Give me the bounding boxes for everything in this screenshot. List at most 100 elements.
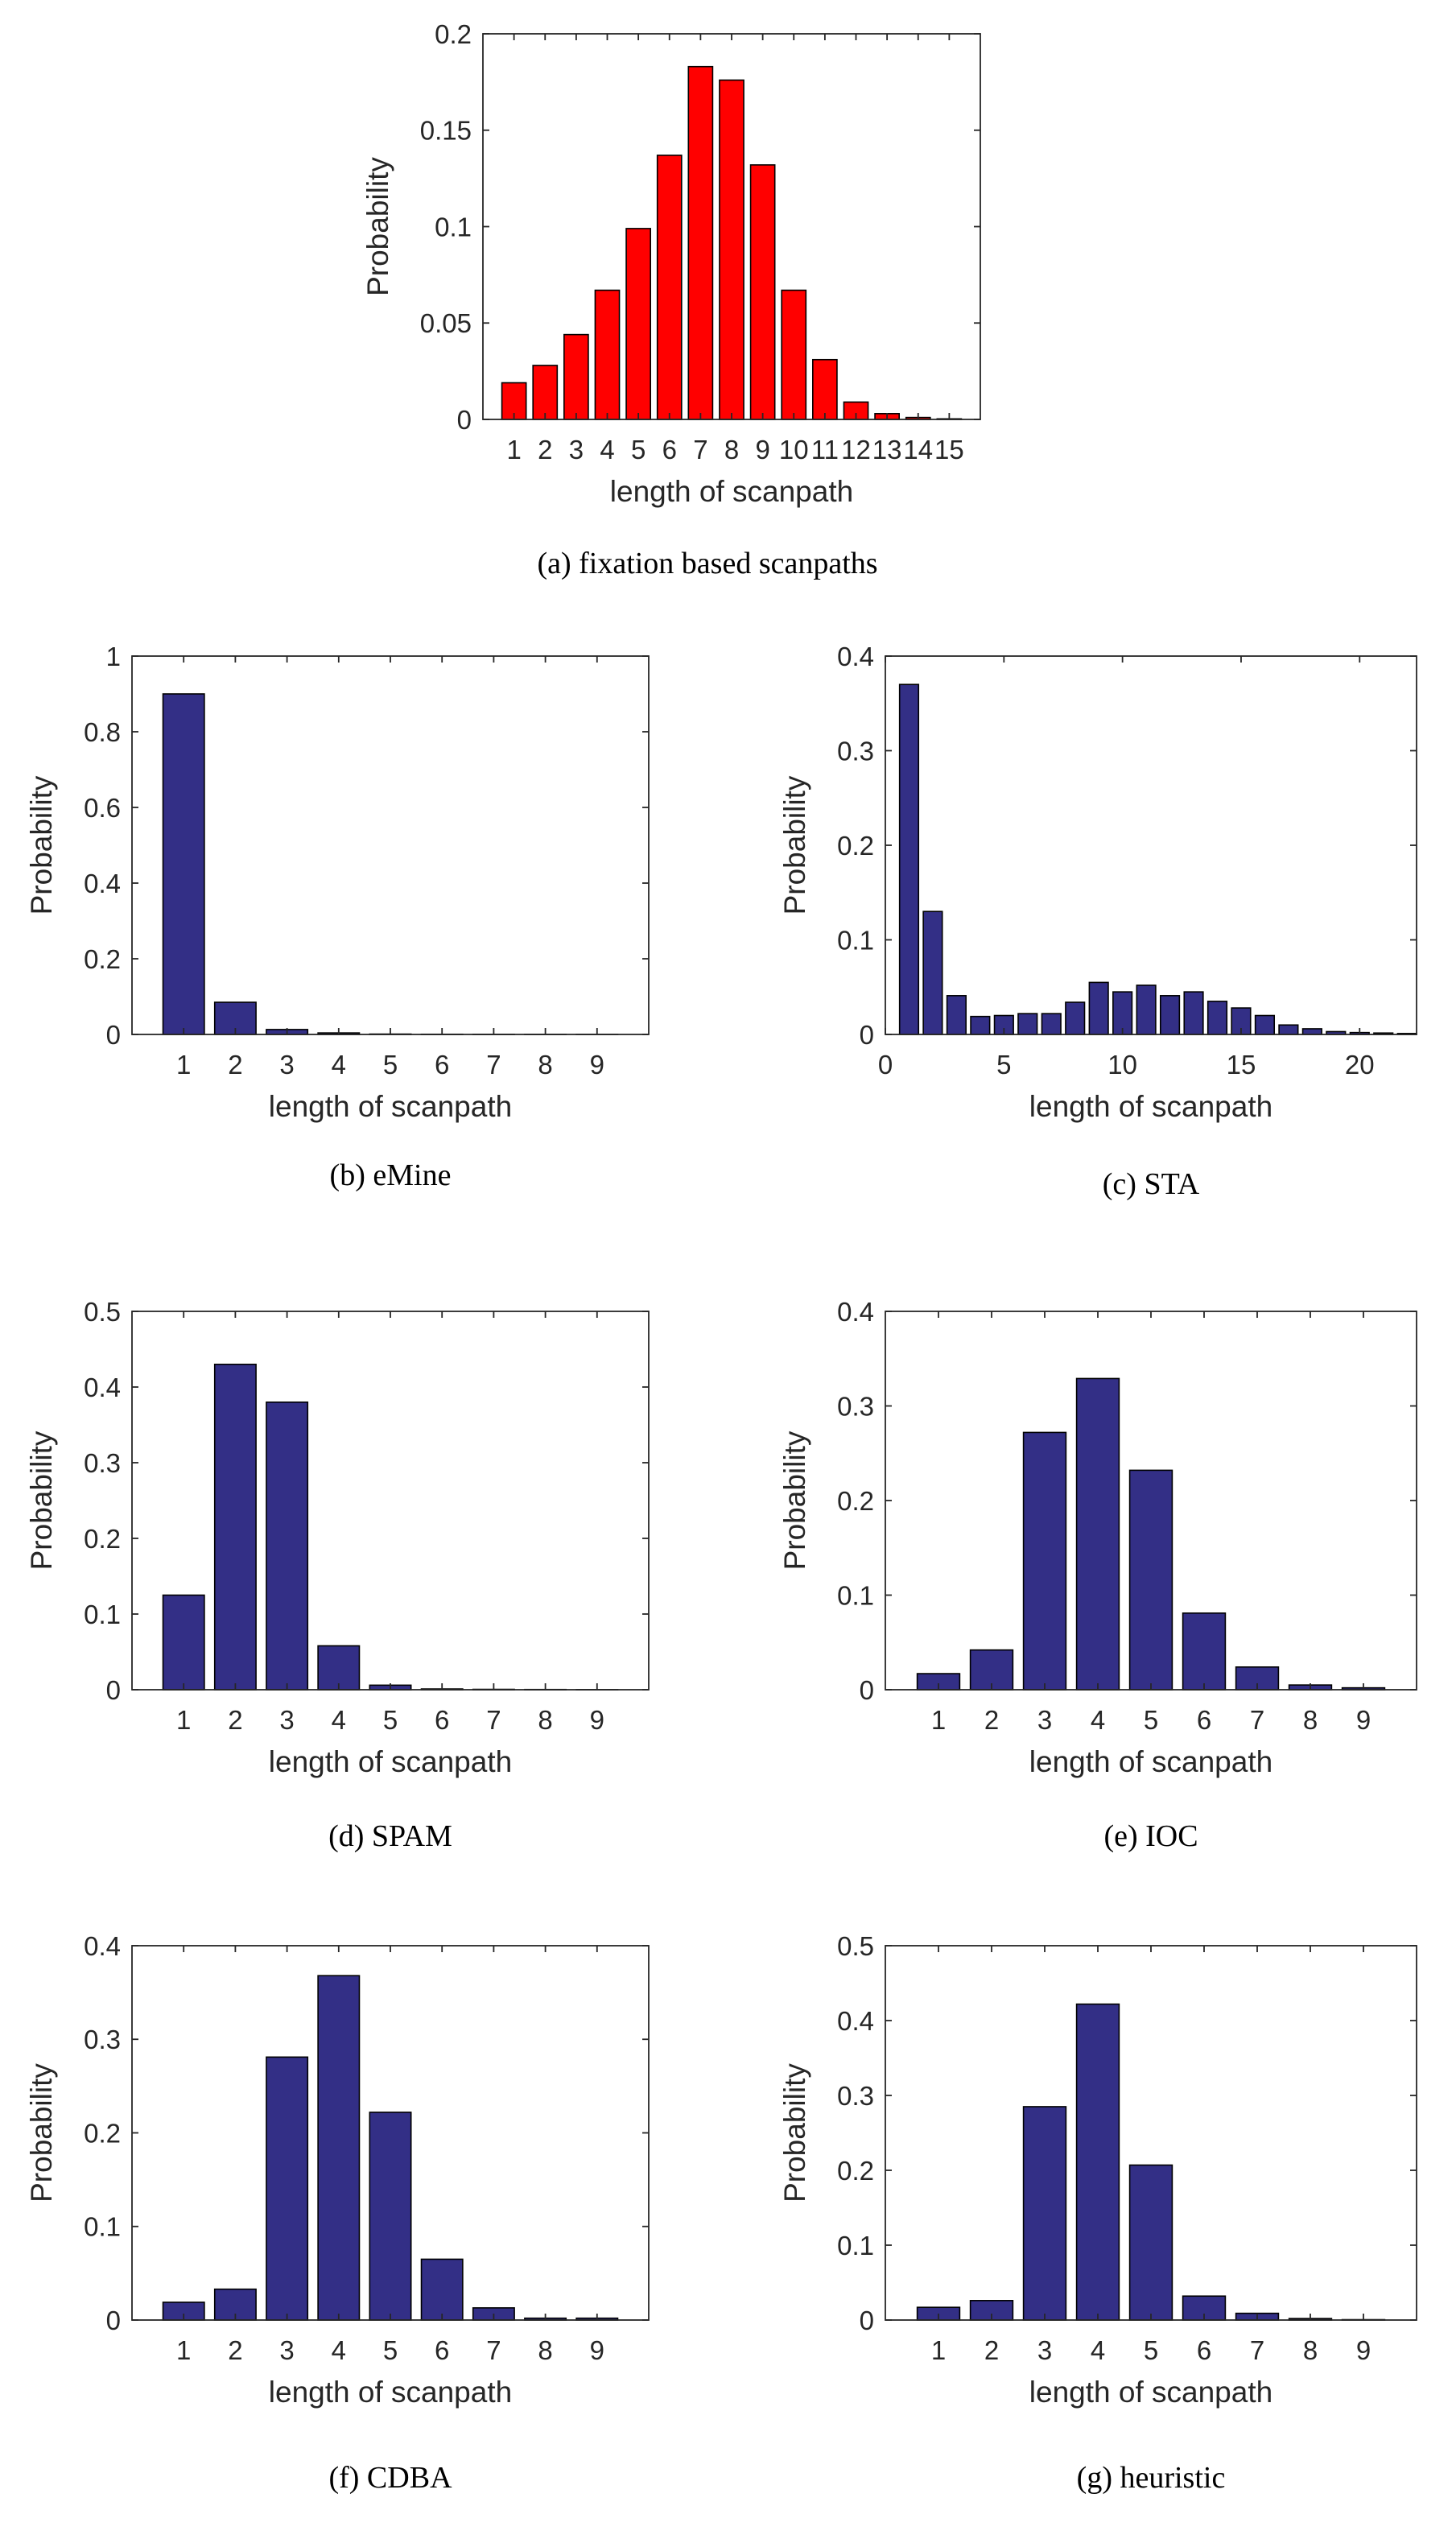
y-tick-label-e: 0.1 (837, 1580, 874, 1610)
x-tick-label-d: 1 (176, 1705, 191, 1735)
x-tick-label-a: 9 (755, 435, 769, 464)
x-tick-label-c: 15 (1227, 1050, 1256, 1080)
x-tick-label-e: 4 (1091, 1705, 1105, 1735)
x-tick-label-a: 1 (506, 435, 521, 464)
x-tick-label-f: 6 (435, 2335, 449, 2365)
bar-c-18 (1301, 1028, 1322, 1035)
y-tick-label-b: 0 (106, 1020, 121, 1050)
bar-g-3 (1022, 2106, 1067, 2321)
bar-f-6 (420, 2258, 464, 2321)
bar-a-5 (625, 228, 651, 420)
x-tick-label-f: 5 (383, 2335, 398, 2365)
y-tick-label-g: 0.4 (837, 2006, 874, 2036)
x-tick-label-d: 5 (383, 1705, 398, 1735)
bar-a-9 (749, 164, 776, 420)
x-tick-label-g: 6 (1197, 2335, 1211, 2365)
y-tick-label-c: 0.1 (837, 925, 874, 955)
y-tick-label-b: 0.8 (84, 717, 121, 747)
x-tick-label-a: 2 (538, 435, 552, 464)
bar-e-4 (1075, 1377, 1120, 1691)
x-tick-label-g: 1 (931, 2335, 946, 2365)
x-tick-label-b: 8 (538, 1050, 552, 1080)
chart-panel-b: 0 0.2 0.4 0.6 0.8 1 1 2 3 4 5 6 7 8 9 length of scanpat… (25, 642, 650, 1192)
y-tick-label-g: 0.2 (837, 2156, 874, 2186)
x-tick-label-d: 4 (332, 1705, 346, 1735)
y-tick-label-e: 0.3 (837, 1391, 874, 1421)
x-tick-label-g: 4 (1091, 2335, 1105, 2365)
y-tick-label-g: 0.5 (837, 1931, 874, 1961)
x-tick-label-a: 11 (811, 435, 839, 464)
y-tick-label-c: 0.4 (837, 642, 874, 671)
bar-d-2 (213, 1364, 257, 1691)
y-tick-label-e: 0.2 (837, 1486, 874, 1516)
x-tick-label-c: 0 (878, 1050, 893, 1080)
chart-panel-a: 00.050.10.150.21 2 3 4 5 6 7 8 9 10 11 12 13 14 15leng… (361, 19, 981, 580)
x-axis-label-e: length of scanpath (1029, 1745, 1272, 1778)
bar-e-3 (1022, 1431, 1067, 1691)
bar-c-12 (1159, 995, 1181, 1035)
bar-c-6 (1017, 1013, 1038, 1035)
y-tick-label-f: 0 (106, 2306, 121, 2335)
y-tick-label-f: 0.3 (84, 2025, 121, 2054)
y-tick-label-g: 0.3 (837, 2081, 874, 2111)
bar-c-1 (898, 683, 920, 1035)
x-tick-label-b: 9 (590, 1050, 604, 1080)
bar-e-5 (1128, 1469, 1173, 1691)
x-tick-label-d: 2 (228, 1705, 242, 1735)
x-tick-label-e: 8 (1303, 1705, 1318, 1735)
x-tick-label-f: 4 (332, 2335, 346, 2365)
bar-a-11 (812, 358, 838, 420)
x-tick-label-a: 8 (724, 435, 739, 464)
y-axis-label-d: Probability (25, 1431, 58, 1570)
bar-a-7 (687, 65, 714, 420)
x-tick-label-a: 12 (841, 435, 871, 464)
x-tick-label-f: 7 (486, 2335, 501, 2365)
x-tick-label-a: 6 (662, 435, 677, 464)
x-tick-label-c: 10 (1107, 1050, 1137, 1080)
x-tick-label-a: 10 (779, 435, 809, 464)
chart-panel-d: 0 0.1 0.2 0.3 0.4 0.5 1 2 3 4 5 6 7 8 9 length of scanp… (25, 1297, 650, 1853)
bar-c-2 (922, 910, 943, 1035)
plot-frame-d (131, 1311, 650, 1691)
x-tick-label-a: 4 (600, 435, 614, 464)
bar-f-3 (266, 2056, 309, 2321)
y-tick-label-c: 0.3 (837, 736, 874, 766)
x-tick-label-e: 3 (1037, 1705, 1052, 1735)
x-tick-label-d: 3 (279, 1705, 294, 1735)
plot-frame-b (131, 655, 650, 1035)
bar-c-3 (946, 995, 967, 1035)
chart-panel-g: 0 0.1 0.2 0.3 0.4 0.5 1 2 3 4 5 6 7 8 9 length of scanp… (778, 1931, 1417, 2495)
bar-a-2 (532, 365, 559, 420)
y-tick-label-b: 0.2 (84, 944, 121, 974)
y-tick-label-d: 0 (106, 1675, 121, 1705)
y-axis-label-g: Probability (778, 2063, 811, 2203)
bar-e-2 (969, 1649, 1014, 1691)
bar-c-16 (1254, 1014, 1276, 1035)
x-tick-label-g: 9 (1356, 2335, 1371, 2365)
y-tick-label-a: 0.05 (420, 308, 472, 338)
y-tick-label-d: 0.3 (84, 1448, 121, 1478)
y-tick-label-g: 0 (860, 2306, 874, 2335)
x-tick-label-a: 3 (569, 435, 584, 464)
x-tick-label-e: 6 (1197, 1705, 1211, 1735)
x-tick-label-b: 5 (383, 1050, 398, 1080)
x-tick-label-f: 9 (590, 2335, 604, 2365)
x-tick-label-d: 8 (538, 1705, 552, 1735)
y-tick-label-c: 0 (860, 1020, 874, 1050)
y-tick-label-a: 0.15 (420, 116, 472, 146)
x-tick-label-g: 8 (1303, 2335, 1318, 2365)
x-axis-label-f: length of scanpath (269, 2376, 512, 2409)
x-tick-label-b: 4 (332, 1050, 346, 1080)
y-tick-label-d: 0.1 (84, 1600, 121, 1629)
plot-frame-c (885, 655, 1417, 1035)
bar-g-5 (1128, 2164, 1173, 2321)
bar-b-1 (162, 693, 205, 1035)
bar-c-13 (1183, 991, 1204, 1035)
x-axis-label-c: length of scanpath (1029, 1090, 1272, 1123)
bar-e-6 (1182, 1612, 1227, 1691)
x-tick-label-g: 3 (1037, 2335, 1052, 2365)
x-tick-label-a: 5 (631, 435, 646, 464)
caption-e: (e) IOC (1103, 1819, 1198, 1853)
bar-d-1 (162, 1594, 205, 1691)
